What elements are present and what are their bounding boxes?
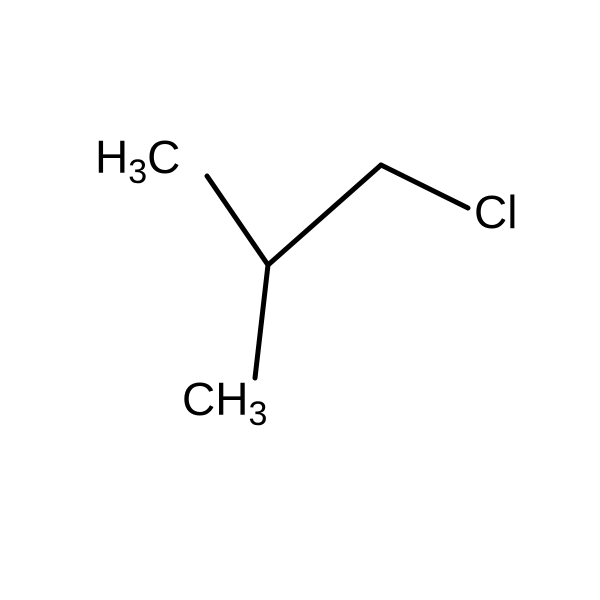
atom-h3c-top-sub: 3 (128, 153, 147, 191)
atom-ch3-bottom: CH3 (182, 373, 267, 433)
bond-2 (381, 165, 468, 208)
bond-3 (255, 265, 268, 378)
atom-cl-text: Cl (474, 186, 517, 238)
atom-h3c-top-c: C (147, 131, 180, 183)
atom-ch3-bottom-ch: CH (182, 373, 248, 425)
atom-ch3-bottom-sub: 3 (248, 395, 267, 433)
molecule-diagram: H3C Cl CH3 (0, 0, 600, 600)
atom-h3c-top: H3C (95, 131, 180, 191)
bonds-group (207, 165, 468, 378)
atoms-group: H3C Cl CH3 (95, 131, 517, 433)
atom-h3c-top-h: H (95, 131, 128, 183)
bond-0 (207, 176, 268, 265)
atom-cl: Cl (474, 186, 517, 238)
bond-1 (268, 165, 381, 265)
